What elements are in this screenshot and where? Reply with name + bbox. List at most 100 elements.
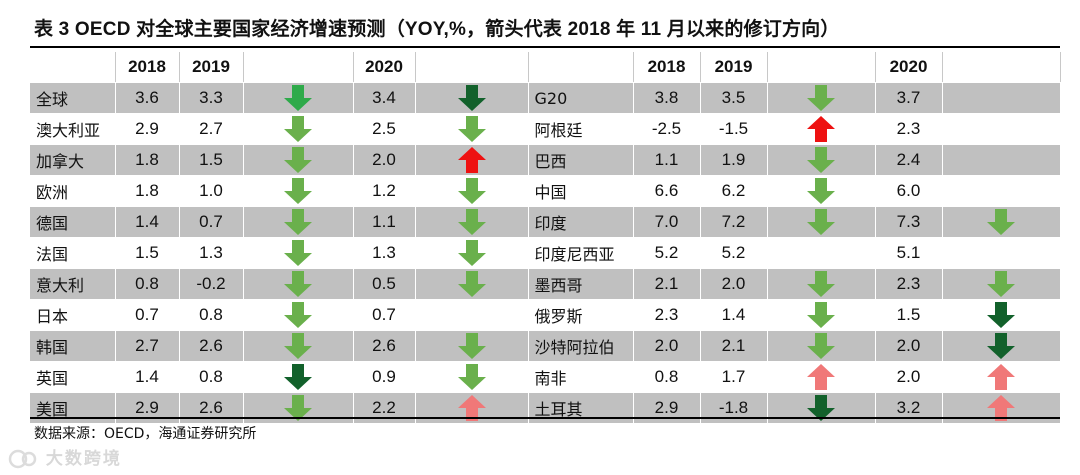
header-2020-arrow-right — [942, 52, 1061, 83]
value-2019: 1.5 — [179, 144, 244, 176]
value-2020: 1.3 — [353, 237, 416, 269]
value-2018: 3.8 — [633, 82, 701, 114]
value-2018: 2.0 — [633, 330, 701, 362]
arrow-down-icon — [284, 333, 312, 359]
right-a2020-cell — [942, 175, 1061, 207]
arrow-up-icon — [987, 395, 1015, 421]
table-row: 韩国 2.7 2.6 2.6 沙特阿拉伯 2.0 2.1 2.0 — [30, 330, 1061, 362]
table-row: 加拿大 1.8 1.5 2.0 巴西 1.1 1.9 2.4 — [30, 144, 1061, 176]
left-a2019-cell — [243, 299, 354, 331]
value-2018: 7.0 — [633, 206, 701, 238]
value-2019: 6.2 — [700, 175, 768, 207]
value-2019: 0.8 — [179, 361, 244, 393]
right-a2020-cell — [942, 299, 1061, 331]
right-a2019-cell — [767, 144, 876, 176]
country-name: 日本 — [30, 299, 116, 331]
value-2020: 5.1 — [875, 237, 943, 269]
country-name: G20 — [528, 82, 634, 114]
right-a2019-cell — [767, 361, 876, 393]
value-2018: 1.8 — [115, 175, 180, 207]
value-2018: 1.5 — [115, 237, 180, 269]
value-2018: 0.8 — [115, 268, 180, 300]
header-2020-arrow — [415, 52, 529, 83]
arrow-up-icon — [807, 116, 835, 142]
arrow-down-icon — [987, 209, 1015, 235]
country-name: 印度 — [528, 206, 634, 238]
table-row: 英国 1.4 0.8 0.9 南非 0.8 1.7 2.0 — [30, 361, 1061, 393]
value-2020: 2.0 — [353, 144, 416, 176]
arrow-down-icon — [284, 240, 312, 266]
value-2018: 0.8 — [633, 361, 701, 393]
arrow-down-icon — [987, 271, 1015, 297]
value-2018: 2.1 — [633, 268, 701, 300]
value-2019: 1.7 — [700, 361, 768, 393]
value-2019: 1.3 — [179, 237, 244, 269]
arrow-down-icon — [807, 147, 835, 173]
country-name: 阿根廷 — [528, 113, 634, 145]
right-a2019-cell — [767, 268, 876, 300]
left-a2019-cell — [243, 144, 354, 176]
right-a2020-cell — [942, 82, 1061, 114]
value-2019: 3.5 — [700, 82, 768, 114]
left-a2019-cell — [243, 113, 354, 145]
value-2020: 1.5 — [875, 299, 943, 331]
right-a2019-cell — [767, 299, 876, 331]
country-name: 墨西哥 — [528, 268, 634, 300]
value-2020: 2.3 — [875, 268, 943, 300]
country-name: 意大利 — [30, 268, 116, 300]
right-a2020-cell — [942, 237, 1061, 269]
arrow-down-icon — [457, 209, 486, 235]
table-row: 法国 1.5 1.3 1.3 印度尼西亚 5.2 5.2 5.1 — [30, 237, 1061, 269]
left-a2020-cell — [415, 268, 529, 300]
table-row: 意大利 0.8 -0.2 0.5 墨西哥 2.1 2.0 2.3 — [30, 268, 1061, 300]
header-2020-right: 2020 — [875, 52, 943, 83]
country-name: 加拿大 — [30, 144, 116, 176]
country-name: 南非 — [528, 361, 634, 393]
right-a2019-cell — [767, 113, 876, 145]
value-2020: 0.5 — [353, 268, 416, 300]
header-blank-right — [528, 52, 634, 83]
left-a2020-cell — [415, 113, 529, 145]
table-row: 日本 0.7 0.8 0.7 俄罗斯 2.3 1.4 1.5 — [30, 299, 1061, 331]
value-2018: -2.5 — [633, 113, 701, 145]
right-a2019-cell — [767, 330, 876, 362]
value-2019: 1.4 — [700, 299, 768, 331]
arrow-down-icon — [807, 395, 835, 421]
arrow-down-icon — [457, 116, 486, 142]
country-name: 法国 — [30, 237, 116, 269]
value-2018: 5.2 — [633, 237, 701, 269]
right-a2020-cell — [942, 268, 1061, 300]
arrow-down-icon — [457, 333, 486, 359]
table-row: 全球 3.6 3.3 3.4 G20 3.8 3.5 3.7 — [30, 82, 1061, 114]
right-a2019-cell — [767, 206, 876, 238]
header-2018: 2018 — [115, 52, 180, 83]
value-2020: 1.1 — [353, 206, 416, 238]
country-name: 英国 — [30, 361, 116, 393]
arrow-up-icon — [457, 147, 486, 173]
value-2020: 2.5 — [353, 113, 416, 145]
forecast-table: 2018 2019 2020 2018 2019 2020 全球 3.6 3.3 3.… — [30, 52, 1061, 424]
left-a2019-cell — [243, 361, 354, 393]
header-2019-arrow-right — [767, 52, 876, 83]
value-2019: 2.7 — [179, 113, 244, 145]
arrow-down-icon — [457, 271, 486, 297]
table-row: 欧洲 1.8 1.0 1.2 中国 6.6 6.2 6.0 — [30, 175, 1061, 207]
arrow-down-icon — [284, 395, 312, 421]
value-2019: 1.9 — [700, 144, 768, 176]
value-2019: 3.3 — [179, 82, 244, 114]
left-a2020-cell — [415, 299, 529, 331]
country-name: 澳大利亚 — [30, 113, 116, 145]
arrow-down-icon — [284, 116, 312, 142]
header-2019-arrow — [243, 52, 354, 83]
arrow-down-icon — [284, 178, 312, 204]
watermark: 大数跨境 — [8, 444, 122, 471]
value-2018: 1.8 — [115, 144, 180, 176]
value-2019: 1.0 — [179, 175, 244, 207]
value-2018: 2.7 — [115, 330, 180, 362]
arrow-down-icon — [457, 178, 486, 204]
left-a2020-cell — [415, 237, 529, 269]
country-name: 巴西 — [528, 144, 634, 176]
left-a2020-cell — [415, 175, 529, 207]
left-a2020-cell — [415, 361, 529, 393]
value-2018: 1.4 — [115, 361, 180, 393]
